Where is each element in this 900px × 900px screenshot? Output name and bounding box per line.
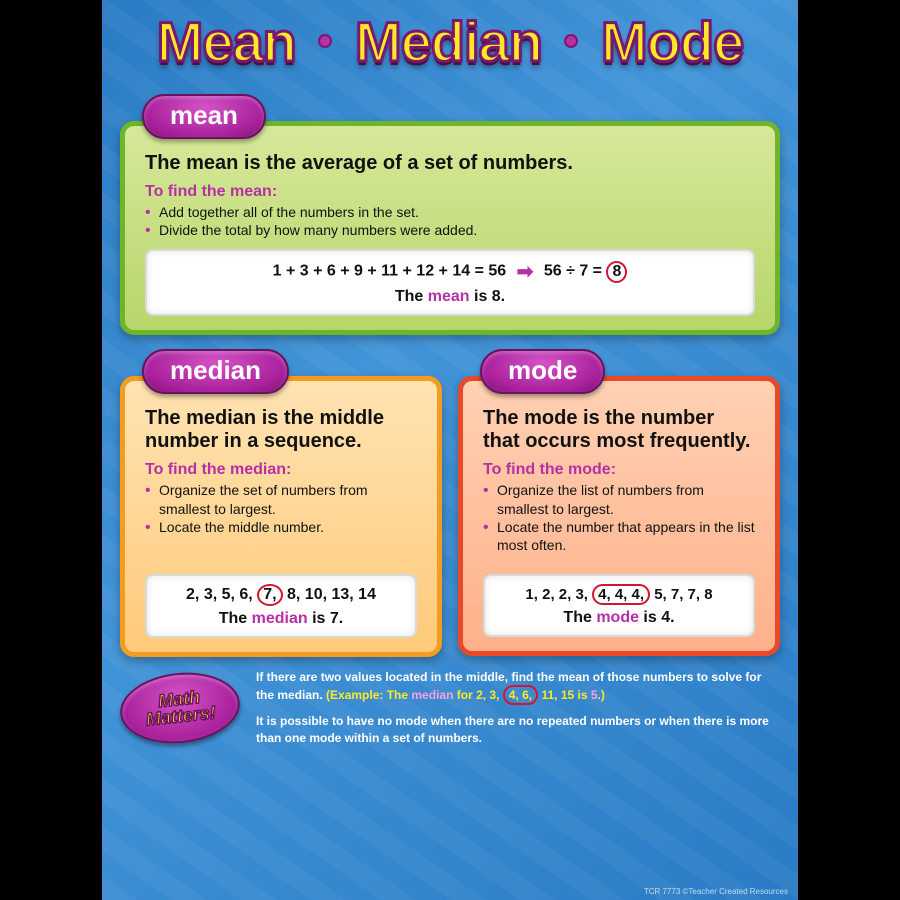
footer-note-mode: It is possible to have no mode when ther… [256, 713, 780, 745]
median-result: The median is 7. [157, 610, 405, 628]
title-separator-dot-icon [564, 34, 578, 48]
mode-bullet: Locate the number that appears in the li… [483, 518, 755, 554]
footer: Math Matters! If there are two values lo… [120, 669, 780, 746]
footer-example-answer: 5 [591, 688, 598, 702]
bottom-row: median The median is the middle number i… [120, 331, 780, 657]
median-definition: The median is the middle number in a seq… [145, 407, 417, 453]
mean-example-sum: 1 + 3 + 6 + 9 + 11 + 12 + 14 = 56 [273, 263, 507, 280]
mean-bullet: Add together all of the numbers in the s… [145, 203, 755, 221]
median-howto-title: To find the median: [145, 461, 417, 479]
arrow-right-icon: ➡ [517, 259, 534, 284]
median-bullet: Organize the set of numbers from smalles… [145, 481, 417, 517]
footer-notes: If there are two values located in the m… [256, 669, 780, 746]
footer-example-label: (Example: [326, 688, 383, 702]
median-card: The median is the middle number in a seq… [120, 376, 442, 657]
mode-definition: The mode is the number that occurs most … [483, 407, 755, 453]
mode-howto-title: To find the mode: [483, 461, 755, 479]
math-matters-text: Math Matters! [143, 687, 216, 728]
footer-median-keyword: median [411, 688, 453, 702]
mode-result: The mode is 4. [495, 609, 743, 627]
mode-pill: mode [480, 349, 605, 394]
fineprint: TCR 7773 ©Teacher Created Resources [644, 887, 788, 896]
mode-example: 1, 2, 2, 3, 4, 4, 4, 5, 7, 7, 8 The mode… [483, 574, 755, 637]
median-pill: median [142, 349, 289, 394]
mode-bullet: Organize the list of numbers from smalle… [483, 481, 755, 517]
mean-result: The mean is 8. [157, 288, 743, 306]
mode-example-sequence: 1, 2, 2, 3, 4, 4, 4, 5, 7, 7, 8 [495, 584, 743, 605]
mean-example-division: 56 ÷ 7 = [544, 263, 602, 280]
mode-card: The mode is the number that occurs most … [458, 376, 780, 656]
circled-answer: 8 [606, 261, 627, 283]
title-word-median: Median [355, 10, 542, 73]
mode-result-keyword: mode [596, 609, 639, 626]
median-section: median The median is the middle number i… [120, 331, 442, 657]
mode-section: mode The mode is the number that occurs … [458, 331, 780, 657]
mean-example-equation: 1 + 3 + 6 + 9 + 11 + 12 + 14 = 56 ➡ 56 ÷… [157, 259, 743, 284]
math-matters-badge: Math Matters! [117, 667, 244, 749]
median-result-keyword: median [252, 610, 308, 627]
median-bullet: Locate the middle number. [145, 518, 417, 536]
title-separator-dot-icon [318, 34, 332, 48]
mean-example: 1 + 3 + 6 + 9 + 11 + 12 + 14 = 56 ➡ 56 ÷… [145, 249, 755, 316]
main-title: Mean Median Mode [120, 14, 780, 70]
circled-answer: 4, 4, 4, [592, 584, 650, 605]
mean-card: The mean is the average of a set of numb… [120, 121, 780, 335]
circled-answer: 4, 6, [503, 685, 538, 705]
mean-result-keyword: mean [428, 288, 470, 305]
mean-section: mean The mean is the average of a set of… [120, 76, 780, 335]
poster: Mean Median Mode mean The mean is the av… [102, 0, 798, 900]
footer-note-median: If there are two values located in the m… [256, 669, 780, 705]
title-word-mean: Mean [157, 10, 296, 73]
median-example: 2, 3, 5, 6, 7, 8, 10, 13, 14 The median … [145, 574, 417, 638]
median-example-sequence: 2, 3, 5, 6, 7, 8, 10, 13, 14 [157, 584, 405, 606]
mean-bullet: Divide the total by how many numbers wer… [145, 221, 755, 239]
mean-pill: mean [142, 94, 266, 139]
title-word-mode: Mode [601, 10, 743, 73]
circled-answer: 7, [257, 584, 282, 606]
mean-definition: The mean is the average of a set of numb… [145, 152, 755, 175]
mean-howto-title: To find the mean: [145, 183, 755, 201]
